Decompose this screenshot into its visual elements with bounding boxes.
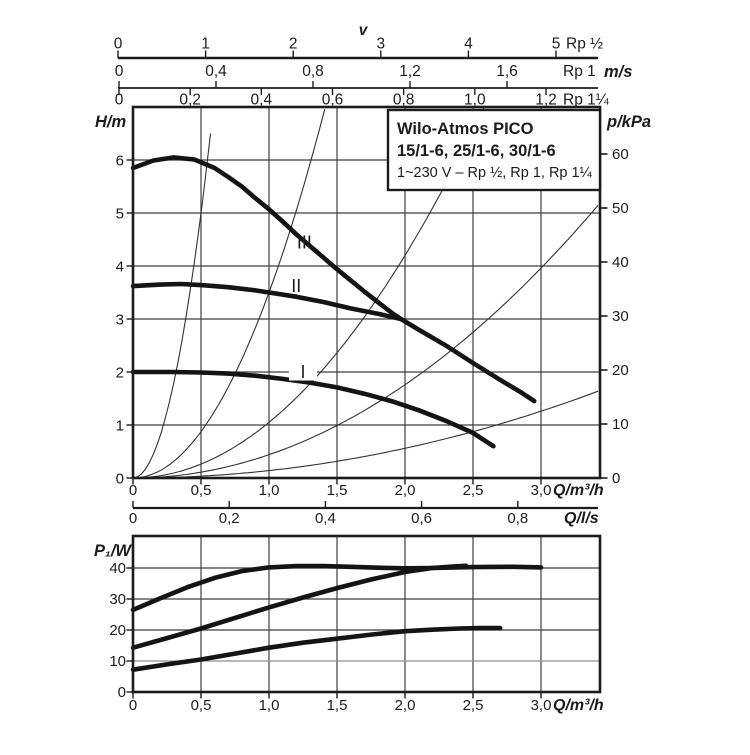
svg-text:30: 30	[109, 591, 126, 608]
flow-ls-label: Q/l/s	[564, 510, 599, 527]
svg-text:III: III	[297, 233, 312, 253]
head-chart-frame	[131, 105, 602, 480]
svg-text:0,2: 0,2	[179, 92, 201, 109]
title-box: Wilo-Atmos PICO 15/1-6, 25/1-6, 30/1-6 1…	[386, 108, 602, 192]
pump-curves	[130, 155, 537, 449]
power-axis-label: P₁/W	[94, 542, 132, 560]
svg-text:0,6: 0,6	[322, 92, 344, 109]
svg-text:2,0: 2,0	[395, 482, 416, 499]
svg-text:60: 60	[612, 146, 629, 163]
power-chart: 0 10 20 30 40 0 0,5 1,0 1,5 2,0 2,5 3,0 P₁/W Q/m³/h	[94, 534, 604, 714]
pressure-axis-label: p/kPa	[606, 113, 651, 131]
svg-text:0: 0	[115, 92, 124, 109]
svg-text:0: 0	[612, 470, 620, 487]
svg-text:1,0: 1,0	[259, 697, 280, 714]
system-curves	[132, 107, 599, 479]
svg-text:1,2: 1,2	[399, 63, 421, 80]
title-box-frame	[386, 108, 602, 192]
svg-text:1,0: 1,0	[259, 482, 280, 499]
svg-text:I: I	[300, 362, 305, 382]
title-box-line3: 1~230 V – Rp ½, Rp 1, Rp 1¼	[397, 165, 593, 181]
head-axis-label: H/m	[95, 113, 126, 131]
power-chart-axes: 0 10 20 30 40 0 0,5 1,0 1,5 2,0 2,5 3,0	[109, 560, 551, 714]
rp-1-label: Rp 1	[563, 63, 596, 80]
velocity-axis-title: v	[359, 22, 369, 39]
svg-text:30: 30	[612, 308, 629, 325]
svg-text:0: 0	[115, 63, 124, 80]
svg-text:2,0: 2,0	[395, 697, 416, 714]
unit-ms-label: m/s	[604, 63, 632, 81]
svg-text:1: 1	[116, 418, 124, 435]
power-chart-grid	[133, 536, 600, 692]
svg-text:0,5: 0,5	[191, 697, 212, 714]
svg-text:40: 40	[612, 254, 629, 271]
svg-text:0: 0	[118, 684, 126, 701]
rp-half-label: Rp ½	[566, 36, 603, 53]
svg-text:20: 20	[109, 622, 126, 639]
svg-text:2: 2	[116, 365, 124, 382]
svg-text:0,2: 0,2	[219, 510, 240, 527]
svg-text:0: 0	[129, 482, 137, 499]
svg-text:20: 20	[612, 362, 629, 379]
svg-text:0: 0	[116, 471, 124, 488]
svg-text:10: 10	[109, 653, 126, 670]
svg-text:50: 50	[612, 200, 629, 217]
svg-text:0: 0	[129, 697, 137, 714]
svg-text:0,4: 0,4	[251, 92, 273, 109]
svg-text:0: 0	[114, 36, 123, 53]
svg-text:1,6: 1,6	[496, 63, 518, 80]
flow-axis-label: Q/m³/h	[553, 482, 604, 499]
svg-text:5: 5	[552, 36, 561, 53]
svg-text:6: 6	[116, 153, 124, 170]
svg-text:3,0: 3,0	[531, 697, 552, 714]
svg-text:0,4: 0,4	[315, 510, 336, 527]
svg-text:0,8: 0,8	[393, 92, 415, 109]
title-box-line2: 15/1-6, 25/1-6, 30/1-6	[397, 142, 556, 160]
svg-text:1: 1	[201, 36, 210, 53]
svg-text:3: 3	[116, 312, 124, 329]
svg-text:II: II	[291, 276, 301, 296]
power-chart-frame	[131, 534, 602, 694]
svg-text:1,0: 1,0	[464, 92, 486, 109]
svg-text:2: 2	[289, 36, 298, 53]
svg-text:4: 4	[116, 259, 124, 276]
flow-ls-ruler: 0 0,2 0,4 0,6 0,8	[129, 501, 598, 527]
svg-text:0,6: 0,6	[411, 510, 432, 527]
svg-text:0,8: 0,8	[507, 510, 528, 527]
svg-text:5: 5	[116, 206, 124, 223]
head-chart-grid	[133, 107, 600, 478]
svg-text:4: 4	[464, 36, 473, 53]
svg-text:0,5: 0,5	[191, 482, 212, 499]
svg-text:2,5: 2,5	[463, 482, 484, 499]
svg-text:10: 10	[612, 416, 629, 433]
svg-text:40: 40	[109, 560, 126, 577]
title-box-line1: Wilo-Atmos PICO	[397, 120, 534, 138]
svg-text:0,8: 0,8	[302, 63, 324, 80]
power-curves	[130, 563, 544, 672]
power-flow-axis-label: Q/m³/h	[553, 697, 604, 714]
rp-1quarter-label: Rp 1¼	[563, 92, 610, 109]
velocity-rulers: 0 1 2 3 4 50 0,4 0,8 1,2 1,60 0,2 0,4 0,6 0,8 1,0 1,2	[114, 36, 598, 109]
svg-text:1,5: 1,5	[327, 697, 348, 714]
svg-text:0: 0	[129, 510, 137, 527]
svg-text:3,0: 3,0	[531, 482, 552, 499]
svg-text:0,4: 0,4	[205, 63, 227, 80]
svg-text:1,5: 1,5	[327, 482, 348, 499]
svg-text:2,5: 2,5	[463, 697, 484, 714]
svg-text:1,2: 1,2	[535, 92, 557, 109]
svg-text:3: 3	[376, 36, 385, 53]
